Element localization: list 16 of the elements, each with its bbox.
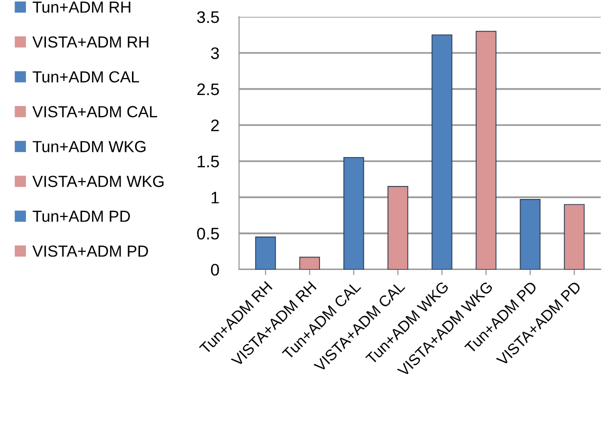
y-tick-label: 3 xyxy=(210,47,219,60)
legend-label: Tun+ADM PD xyxy=(32,210,130,222)
legend-label: Tun+ADM CAL xyxy=(32,71,140,83)
y-tick-label: 2 xyxy=(211,120,219,132)
y-tick-label: 1.5 xyxy=(198,156,219,168)
y-tick-label: 3.5 xyxy=(197,11,219,24)
legend-label: Tun+ADM WKG xyxy=(32,140,146,152)
legend-label: Tun+ADM RH xyxy=(32,2,130,13)
y-tick-label: 0.5 xyxy=(197,228,219,240)
legend-label: VISTA+ADM WKG xyxy=(32,176,164,188)
legend-label: VISTA+ADM CAL xyxy=(32,106,158,118)
y-tick-label: 2.5 xyxy=(197,83,219,96)
legend-label: VISTA+ADM RH xyxy=(32,36,148,48)
y-tick-label: 0 xyxy=(211,264,219,276)
y-tick-label: 1 xyxy=(212,192,219,204)
legend-label: VISTA+ADM PD xyxy=(32,245,148,257)
